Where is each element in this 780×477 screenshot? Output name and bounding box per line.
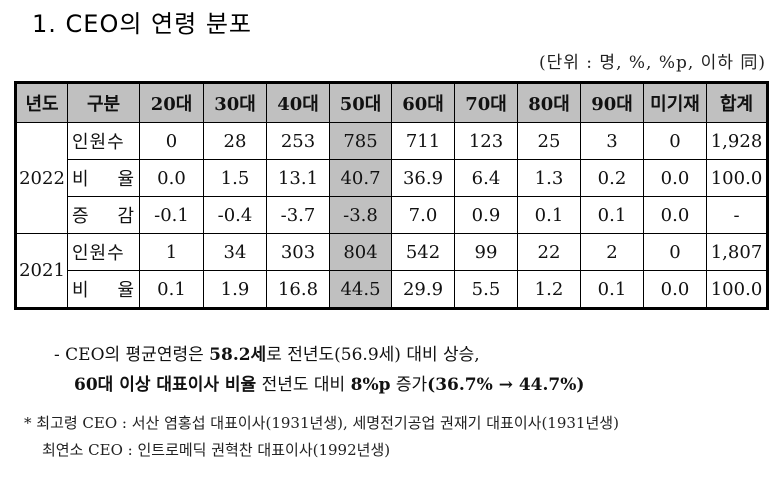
summary-line-2: 60대 이상 대표이사 비율 전년도 대비 8%p 증가(36.7% → 44.… (54, 370, 584, 400)
col-header-total: 합계 (706, 82, 768, 123)
cell: 28 (203, 122, 267, 160)
cell: 22 (517, 233, 581, 271)
cell: 0 (139, 122, 204, 160)
cell: -3.7 (266, 196, 330, 234)
cell: 1.9 (203, 270, 267, 309)
cell: 0 (643, 233, 707, 271)
cell: 1.3 (517, 159, 581, 197)
cell: 0.9 (454, 196, 518, 234)
cell: 99 (454, 233, 518, 271)
cell: 123 (454, 122, 518, 160)
table-row: 증 감 -0.1 -0.4 -3.7 -3.8 7.0 0.9 0.1 0.1 … (16, 196, 768, 234)
cell: 711 (391, 122, 455, 160)
cell: 3 (580, 122, 644, 160)
cell: 0.1 (139, 270, 204, 309)
cell: 0.1 (517, 196, 581, 234)
cell-highlight: 785 (329, 122, 392, 160)
cell: 0.2 (580, 159, 644, 197)
cell: 0.0 (643, 196, 707, 234)
col-header-category: 구분 (67, 82, 140, 123)
cell: 1.5 (203, 159, 267, 197)
cell: 0.1 (580, 196, 644, 234)
summary-text-segment: 증가 (390, 375, 428, 395)
cell: 29.9 (391, 270, 455, 309)
cell: 13.1 (266, 159, 330, 197)
cell: 2 (580, 233, 644, 271)
summary-text-segment: - CEO의 평균연령은 (54, 345, 210, 365)
cell-highlight: -3.8 (329, 196, 392, 234)
col-header-20s: 20대 (139, 82, 204, 123)
summary-bold-segment: (36.7% → 44.7%) (427, 375, 585, 395)
summary-text-segment: 로 전년도(56.9세) 대비 상승, (266, 345, 480, 365)
summary-line-1: - CEO의 평균연령은 58.2세로 전년도(56.9세) 대비 상승, (54, 340, 584, 370)
col-header-40s: 40대 (266, 82, 330, 123)
footnote-youngest: 최연소 CEO : 인트로메딕 권혁찬 대표이사(1992년생) (42, 441, 391, 459)
cell: 16.8 (266, 270, 330, 309)
cell-highlight: 44.5 (329, 270, 392, 309)
col-header-year: 년도 (15, 82, 68, 123)
footnotes: * 최고령 CEO : 서산 염홍섭 대표이사(1931년생), 세명전기공업 … (24, 410, 619, 464)
summary-text-segment: 전년도 대비 (256, 375, 351, 395)
cell: 253 (266, 122, 330, 160)
cell: 100.0 (706, 270, 768, 309)
cell: 542 (391, 233, 455, 271)
cell-highlight: 40.7 (329, 159, 392, 197)
row-label: 인원수 (67, 233, 140, 271)
row-label: 증 감 (67, 196, 140, 234)
footnote-oldest: * 최고령 CEO : 서산 염홍섭 대표이사(1931년생), 세명전기공업 … (24, 414, 619, 432)
summary-bold-segment: 8%p (350, 375, 391, 395)
cell: 0.1 (580, 270, 644, 309)
year-cell: 2022 (15, 122, 68, 234)
table-row: 비 율 0.0 1.5 13.1 40.7 36.9 6.4 1.3 0.2 0… (16, 159, 768, 197)
col-header-80s: 80대 (517, 82, 581, 123)
cell: 34 (203, 233, 267, 271)
col-header-30s: 30대 (203, 82, 267, 123)
cell: 7.0 (391, 196, 455, 234)
cell: 1,807 (706, 233, 768, 271)
age-distribution-table: 년도 구분 20대 30대 40대 50대 60대 70대 80대 90대 미기… (14, 81, 769, 310)
header-row: 년도 구분 20대 30대 40대 50대 60대 70대 80대 90대 미기… (15, 82, 768, 123)
summary-text: - CEO의 평균연령은 58.2세로 전년도(56.9세) 대비 상승, 60… (54, 340, 584, 400)
year-cell: 2021 (15, 233, 68, 309)
col-header-unlisted: 미기재 (643, 82, 707, 123)
cell-highlight: 804 (329, 233, 392, 271)
cell: 1,928 (706, 122, 768, 160)
cell: 0 (643, 122, 707, 160)
cell: -0.1 (139, 196, 204, 234)
cell: 1 (139, 233, 204, 271)
col-header-50s: 50대 (329, 82, 392, 123)
table-row: 2021 인원수 1 34 303 804 542 99 22 2 0 1,80… (15, 233, 768, 309)
col-header-90s: 90대 (580, 82, 644, 123)
cell: 6.4 (454, 159, 518, 197)
summary-bold-segment: 60대 이상 대표이사 비율 (74, 375, 257, 395)
cell: 0.0 (139, 159, 204, 197)
col-header-70s: 70대 (454, 82, 518, 123)
page-title: 1. CEO의 연령 분포 (32, 10, 252, 38)
summary-bold-segment: 58.2세 (209, 345, 267, 365)
cell: 25 (517, 122, 581, 160)
row-label: 비 율 (67, 159, 140, 197)
cell: 0.0 (643, 159, 707, 197)
cell: 36.9 (391, 159, 455, 197)
cell: 1.2 (517, 270, 581, 309)
cell: - (706, 196, 768, 234)
cell: -0.4 (203, 196, 267, 234)
cell: 303 (266, 233, 330, 271)
table-row: 2022 인원수 0 28 253 785 711 123 25 3 0 1,9… (15, 122, 768, 234)
table-row: 비 율 0.1 1.9 16.8 44.5 29.9 5.5 1.2 0.1 0… (16, 270, 768, 309)
row-label: 비 율 (67, 270, 140, 309)
row-label: 인원수 (67, 122, 140, 160)
cell: 0.0 (643, 270, 707, 309)
cell: 100.0 (706, 159, 768, 197)
unit-note: (단위 : 명, %, %p, 이하 同) (538, 53, 766, 73)
cell: 5.5 (454, 270, 518, 309)
col-header-60s: 60대 (391, 82, 455, 123)
